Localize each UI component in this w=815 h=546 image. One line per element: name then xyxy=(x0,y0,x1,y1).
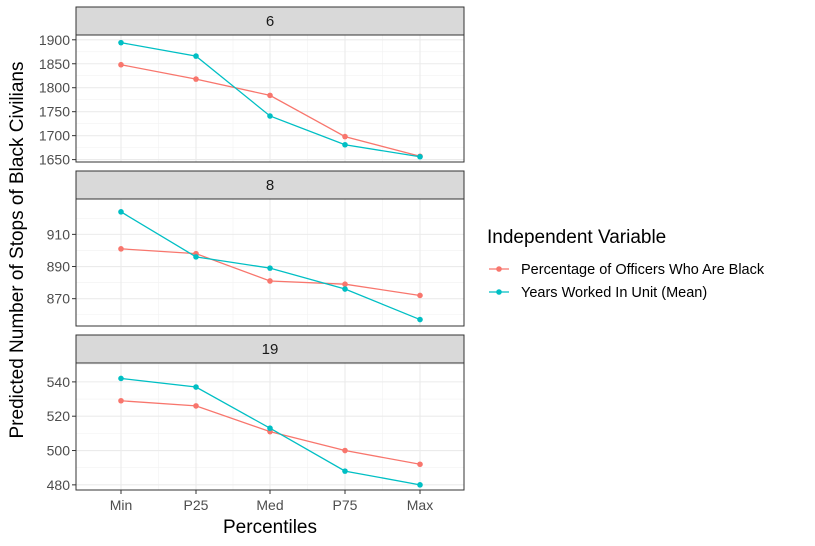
y-tick-label: 480 xyxy=(47,477,71,493)
y-tick-label: 520 xyxy=(47,408,71,424)
facet-panel-6: 1650 1700 1750 1800 1850 1900 6 xyxy=(39,6,465,168)
data-point xyxy=(118,39,124,46)
y-tick-label: 540 xyxy=(47,374,71,390)
strip-label: 6 xyxy=(266,13,274,30)
data-point xyxy=(342,468,348,474)
y-tick-label: 1900 xyxy=(39,32,70,48)
data-point xyxy=(417,482,423,488)
legend-key-point xyxy=(496,266,502,272)
x-tick-label: P25 xyxy=(184,497,209,513)
data-point xyxy=(118,375,124,382)
facet-panel-19: 480 500 520 540 19 Min P25 Med P75 Max xyxy=(47,334,465,513)
legend-label: Percentage of Officers Who Are Black xyxy=(521,262,765,278)
data-point xyxy=(417,316,423,323)
data-point xyxy=(417,461,423,468)
data-point xyxy=(267,265,273,271)
y-axis-title: Predicted Number of Stops of Black Civil… xyxy=(7,62,28,439)
strip-background xyxy=(75,6,465,36)
strip-label: 19 xyxy=(262,341,279,358)
x-tick-label: Min xyxy=(110,497,133,513)
legend-label: Years Worked In Unit (Mean) xyxy=(521,285,707,301)
legend: Independent Variable Percentage of Offic… xyxy=(487,227,765,301)
y-tick-label: 910 xyxy=(47,226,71,242)
data-point xyxy=(193,403,199,409)
data-point xyxy=(417,292,423,299)
data-point xyxy=(193,76,199,82)
y-tick-label: 1700 xyxy=(39,128,70,144)
y-tick-label: 890 xyxy=(47,259,71,275)
data-point xyxy=(118,209,124,215)
legend-item: Percentage of Officers Who Are Black xyxy=(489,262,765,278)
data-point xyxy=(193,254,199,260)
data-point xyxy=(267,425,273,432)
data-point xyxy=(118,61,124,68)
y-tick-label: 500 xyxy=(47,443,71,459)
data-point xyxy=(267,278,273,284)
legend-key-point xyxy=(496,289,502,295)
data-point xyxy=(342,133,348,140)
data-point xyxy=(342,447,348,454)
y-tick-label: 1650 xyxy=(39,152,70,168)
data-point xyxy=(267,113,273,119)
y-tick-label: 870 xyxy=(47,291,71,307)
x-tick-label: Med xyxy=(256,497,283,513)
data-point xyxy=(118,397,124,404)
data-point xyxy=(342,286,348,292)
legend-item: Years Worked In Unit (Mean) xyxy=(489,285,707,301)
data-point xyxy=(417,153,423,160)
data-point xyxy=(342,281,348,288)
data-point xyxy=(193,53,199,59)
data-point xyxy=(342,141,348,148)
y-tick-label: 1750 xyxy=(39,104,70,120)
y-tick-label: 1850 xyxy=(39,56,70,72)
data-point xyxy=(193,384,199,390)
x-axis-title: Percentiles xyxy=(223,517,317,538)
strip-background xyxy=(75,170,465,200)
strip-background xyxy=(75,334,465,364)
legend-items: Percentage of Officers Who Are Black Year… xyxy=(489,262,765,301)
x-tick-label: P75 xyxy=(333,497,358,513)
x-tick-label: Max xyxy=(407,497,433,513)
data-point xyxy=(118,246,124,252)
panels-layer: 1650 1700 1750 1800 1850 1900 6 870 890 910 8 480 50… xyxy=(39,6,465,513)
data-point xyxy=(267,92,273,99)
facet-panel-8: 870 890 910 8 xyxy=(47,170,465,327)
strip-label: 8 xyxy=(266,177,274,194)
legend-title: Independent Variable xyxy=(487,227,666,248)
y-tick-label: 1800 xyxy=(39,80,70,96)
